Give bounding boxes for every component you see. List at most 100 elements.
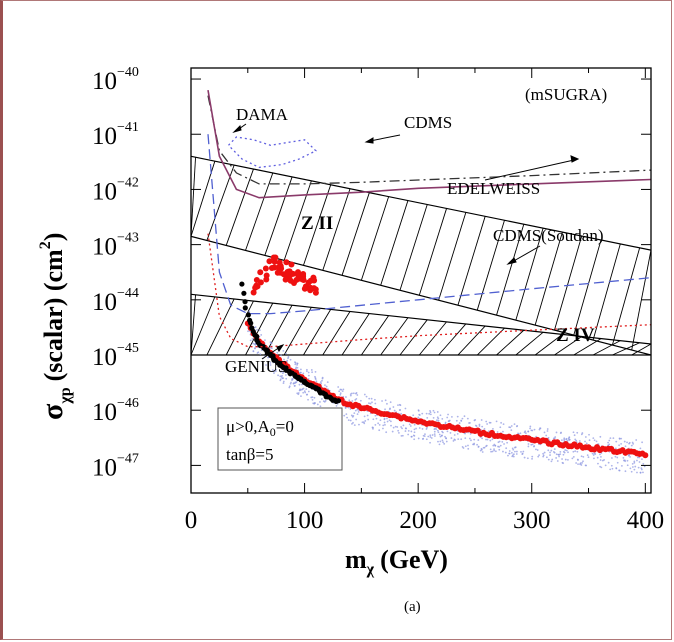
blue-scatter-point [385,431,388,434]
blue-scatter-point [311,396,314,399]
blue-scatter-point [559,451,562,453]
blue-scatter-point [642,471,644,474]
blue-scatter-point [259,353,262,356]
blue-scatter-point [391,430,394,433]
blue-scatter-point [561,439,563,442]
blue-scatter-point [294,382,296,385]
blue-scatter-point [374,414,377,417]
blue-scatter-point [257,351,260,354]
black-point [248,320,254,326]
blue-scatter-point [311,371,314,374]
blue-scatter-point [582,460,584,463]
blue-scatter-point [480,419,483,421]
blue-scatter-point [383,421,386,424]
blue-scatter-point [563,437,566,440]
blue-scatter-point [374,423,377,426]
zone4-hatch [418,321,447,356]
red-cluster-point [307,277,314,284]
blue-scatter-point [474,424,477,427]
red-cluster-point [253,277,260,284]
blue-scatter-point [620,464,623,467]
blue-scatter-point [572,456,575,458]
blue-scatter-point [485,444,488,447]
blue-scatter-point [498,445,501,448]
blue-scatter-point [576,431,579,434]
blue-scatter-point [425,412,428,415]
blue-scatter-point [355,397,358,400]
blue-scatter-point [372,426,374,429]
blue-scatter-point [573,434,576,437]
y-tick-label: 10−43 [92,231,139,261]
blue-scatter-point [392,406,395,408]
blue-scatter-point [429,441,431,444]
blue-scatter-point [575,439,578,442]
blue-scatter-point [639,447,642,450]
blue-scatter-point [479,449,482,452]
blue-scatter-point [294,361,296,363]
blue-scatter-point [456,432,459,435]
blue-scatter-point [413,423,416,426]
x-tick-label: 100 [286,507,324,534]
blue-scatter-point [294,363,297,366]
blue-scatter-point [282,377,285,380]
zone2-hatch [496,224,525,316]
blue-scatter-point [357,411,360,413]
blue-scatter-point [315,380,318,383]
blue-scatter-point [490,450,492,453]
blue-scatter-point [593,457,595,460]
blue-scatter-point [425,428,428,430]
blue-scatter-point [424,433,426,436]
x-tick-label: 400 [627,507,665,534]
zone4-hatch [438,323,467,356]
blue-scatter-point [527,445,530,448]
blue-scatter-point [575,462,578,464]
blue-scatter-point [441,417,444,420]
black-point [335,398,342,404]
blue-scatter-point [565,438,568,441]
blue-scatter-point [446,430,449,433]
blue-scatter-point [626,441,628,444]
blue-scatter-point [478,425,481,427]
blue-scatter-point [415,427,417,430]
zone4-hatch [191,296,216,356]
blue-scatter-point [433,430,436,433]
blue-scatter-point [374,402,377,405]
blue-scatter-point [580,455,583,458]
blue-scatter-point [599,435,602,438]
blue-scatter-point [413,431,416,434]
scatter-points [239,254,649,474]
plot-area-border [190,67,652,494]
blue-scatter-point [468,437,471,440]
y-tick-label: 10−45 [92,341,139,371]
blue-scatter-point [539,427,541,430]
blue-scatter-point [307,371,310,374]
blue-scatter-point [527,430,530,433]
blue-scatter-point [622,459,625,462]
blue-scatter-point [551,458,554,461]
x-tick-label: 0 [185,507,198,534]
zone2-hatch [322,188,351,271]
zone2-hatch [360,196,390,281]
x-axis-title: mχ (GeV) [345,545,448,578]
blue-scatter-point [280,354,282,357]
blue-scatter-point [412,434,415,437]
blue-scatter-point [552,450,555,453]
blue-scatter-point [435,419,438,422]
blue-scatter-point [361,421,364,424]
curve-edelweiss [207,89,651,199]
blue-scatter-point [547,458,550,461]
blue-scatter-point [350,414,353,417]
blue-scatter-point [319,381,322,384]
blue-scatter-point [417,437,420,440]
blue-scatter-point [286,359,289,362]
zone4-hatch [476,327,505,356]
blue-scatter-point [620,437,623,440]
blue-scatter-point [261,361,264,364]
blue-scatter-point [379,419,382,422]
blue-scatter-point [564,449,567,451]
blue-scatter-point [363,415,366,418]
blue-scatter-point [436,411,439,413]
blue-scatter-point [282,371,285,373]
blue-scatter-point [493,448,495,451]
blue-scatter-point [434,435,436,437]
